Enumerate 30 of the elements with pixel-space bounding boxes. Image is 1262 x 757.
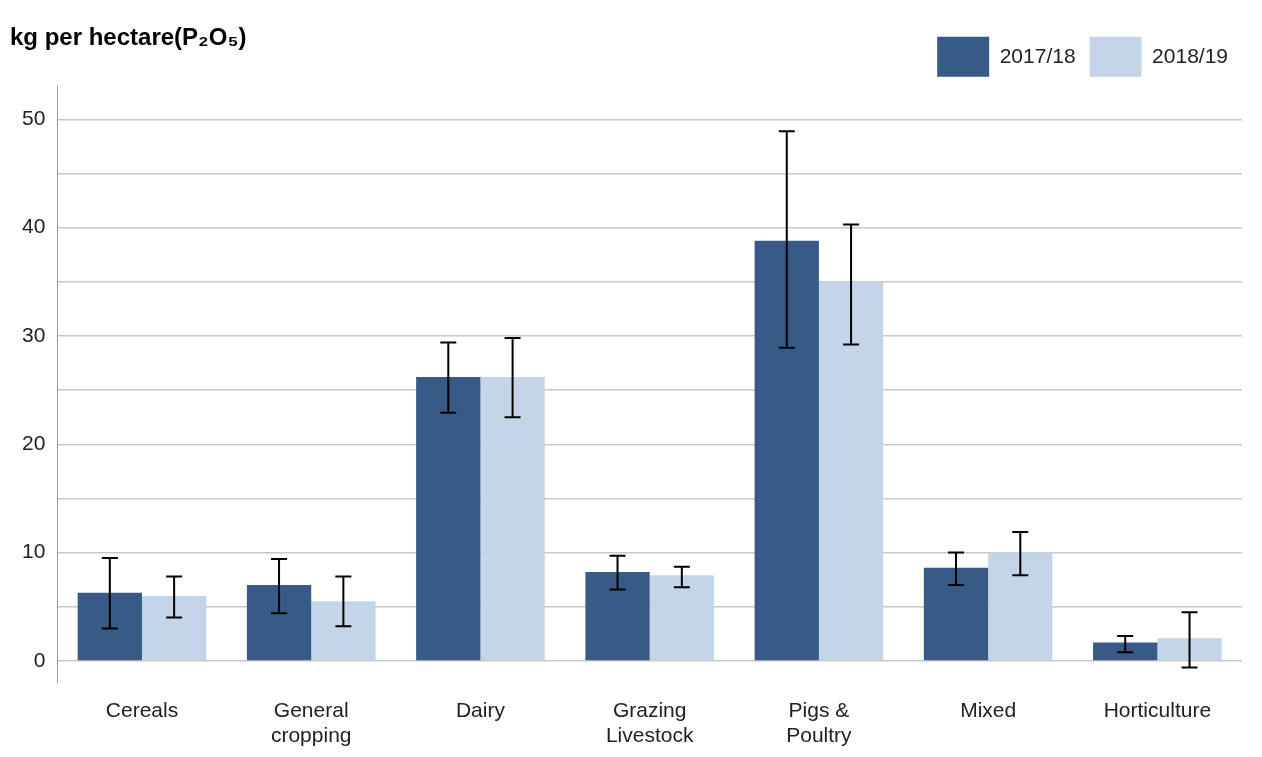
x-tick-label: Cereals xyxy=(105,698,179,721)
bar xyxy=(416,377,481,661)
bar xyxy=(77,592,142,661)
bar xyxy=(1157,638,1222,661)
x-tick-label: Pigs & Poultry xyxy=(786,698,853,747)
bar xyxy=(141,595,207,661)
x-tick-label: Horticulture xyxy=(1103,698,1212,721)
bar xyxy=(246,585,312,661)
bar xyxy=(480,377,545,661)
bar xyxy=(988,552,1053,661)
y-tick-label: 20 xyxy=(22,431,46,455)
bar xyxy=(923,567,989,661)
y-tick-label: 50 xyxy=(22,106,46,130)
legend-label: 2017/18 xyxy=(999,43,1076,67)
bar xyxy=(818,281,884,661)
chart-title: kg per hectare(P₂O₅) xyxy=(10,23,247,51)
bar xyxy=(585,572,650,661)
bar xyxy=(649,575,714,661)
bar xyxy=(754,240,819,661)
legend-label: 2018/19 xyxy=(1152,43,1229,67)
y-tick-label: 0 xyxy=(33,647,46,671)
y-tick-label: 40 xyxy=(22,214,46,238)
bar xyxy=(311,601,376,661)
bar xyxy=(1093,642,1158,661)
y-tick-label: 30 xyxy=(22,322,46,346)
y-tick-label: 10 xyxy=(22,539,46,563)
x-tick-label: Dairy xyxy=(455,698,506,721)
x-tick-label: General cropping xyxy=(270,698,352,747)
x-tick-label: Grazing Livestock xyxy=(605,698,694,747)
x-tick-label: Mixed xyxy=(960,698,1017,721)
